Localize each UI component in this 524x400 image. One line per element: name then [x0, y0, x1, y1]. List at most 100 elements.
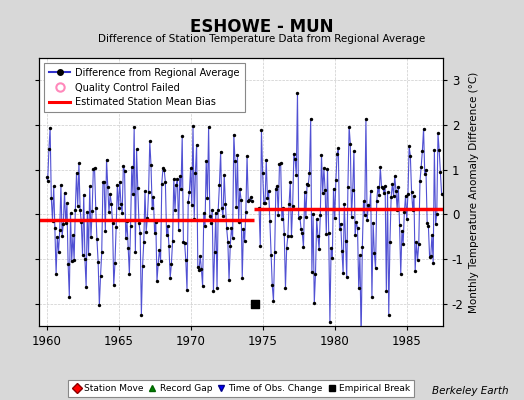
Point [293, 90, 302, 96]
Point [256, 243, 265, 249]
Point [298, 230, 307, 236]
Point [352, 219, 361, 225]
Point [43, 177, 52, 184]
Point [258, 170, 267, 176]
Point [233, 152, 242, 158]
Point [413, 257, 422, 263]
Point [203, 195, 212, 202]
Point [405, 143, 413, 150]
Point [388, 181, 397, 187]
Point [262, 157, 270, 163]
Point [332, 176, 340, 183]
Point [147, 162, 155, 168]
Point [222, 225, 231, 231]
Point [245, 196, 254, 203]
Point [133, 146, 141, 153]
Point [90, 165, 99, 171]
Point [96, 273, 105, 279]
Point [344, 184, 352, 190]
Point [131, 248, 139, 255]
Point [337, 247, 346, 254]
Point [394, 184, 402, 190]
Point [104, 184, 112, 190]
Point [48, 218, 57, 224]
Point [174, 226, 183, 233]
Point [309, 211, 317, 218]
Point [149, 194, 158, 200]
Point [137, 312, 146, 318]
Point [411, 268, 419, 274]
Point [305, 169, 314, 176]
Point [422, 166, 430, 173]
Point [345, 123, 353, 130]
Point [328, 255, 336, 262]
Point [390, 173, 399, 179]
Point [111, 260, 119, 266]
Point [101, 228, 110, 234]
Point [64, 261, 72, 267]
Point [196, 253, 204, 259]
Point [304, 182, 312, 188]
Point [404, 190, 412, 197]
Point [112, 224, 121, 230]
Point [211, 249, 219, 255]
Point [336, 220, 345, 227]
Point [372, 265, 380, 272]
Point [234, 218, 243, 225]
Point [178, 133, 187, 140]
Point [316, 212, 324, 218]
Point [200, 210, 208, 216]
Point [162, 232, 171, 238]
Point [381, 183, 389, 189]
Point [374, 184, 382, 190]
Point [318, 152, 326, 158]
Point [370, 250, 378, 256]
Point [423, 220, 431, 226]
Point [224, 238, 232, 245]
Point [56, 227, 64, 233]
Point [42, 174, 51, 180]
Text: ESHOWE - MUN: ESHOWE - MUN [190, 18, 334, 36]
Point [314, 232, 322, 239]
Point [252, 300, 260, 307]
Point [358, 244, 366, 251]
Point [427, 253, 435, 259]
Point [78, 251, 86, 258]
Point [209, 288, 217, 294]
Point [290, 150, 298, 157]
Point [212, 210, 220, 216]
Point [69, 232, 77, 239]
Point [291, 156, 299, 162]
Point [225, 277, 233, 284]
Point [355, 285, 363, 291]
Point [274, 212, 282, 218]
Point [121, 168, 129, 174]
Point [102, 156, 111, 163]
Point [376, 164, 385, 171]
Point [72, 170, 81, 176]
Point [85, 183, 94, 190]
Point [299, 244, 308, 251]
Point [145, 189, 153, 195]
Point [395, 221, 403, 228]
Point [343, 274, 351, 280]
Point [59, 220, 68, 227]
Point [340, 200, 348, 207]
Point [310, 300, 319, 306]
Point [130, 124, 138, 130]
Point [189, 123, 197, 129]
Point [393, 206, 401, 213]
Point [425, 253, 434, 260]
Point [266, 218, 274, 224]
Point [106, 191, 114, 197]
Point [159, 165, 167, 171]
Point [265, 188, 273, 194]
Point [331, 214, 339, 221]
Point [187, 165, 195, 171]
Point [287, 233, 296, 239]
Point [273, 183, 281, 190]
Point [312, 216, 321, 223]
Point [217, 205, 226, 212]
Point [125, 270, 134, 277]
Point [300, 188, 309, 195]
